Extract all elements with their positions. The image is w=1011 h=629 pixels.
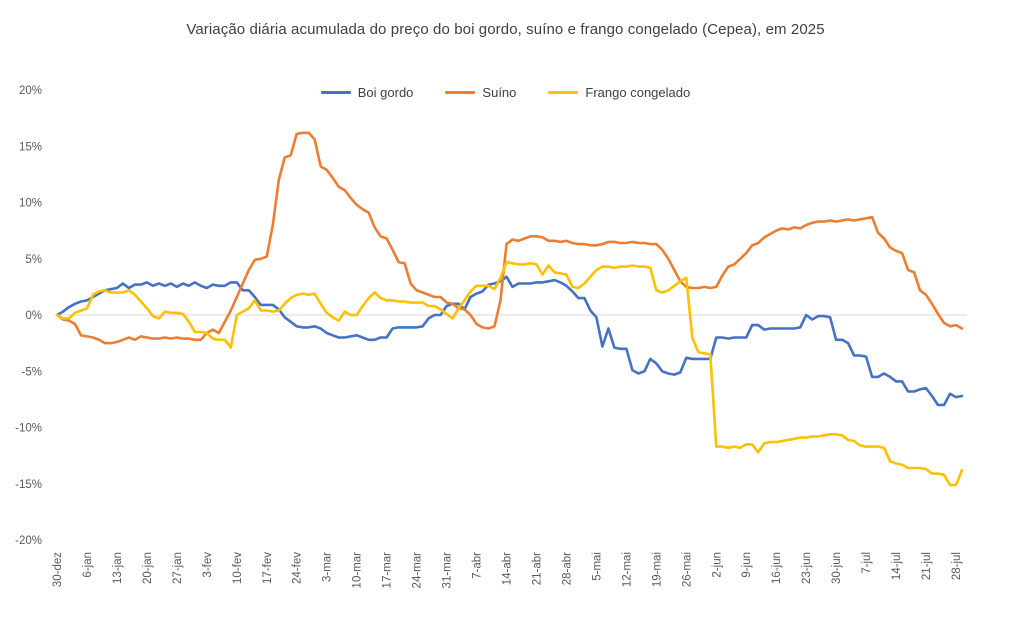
y-axis-tick-label: -20% [15,535,42,547]
x-axis-tick-label: 14-abr [502,552,514,585]
x-axis-tick-label: 28-jul [951,552,963,580]
x-axis-tick-label: 10-fev [232,552,244,584]
x-axis-tick-label: 27-jan [172,552,184,584]
x-axis-tick-label: 7-abr [472,552,484,579]
x-axis-tick-label: 3-fev [202,552,214,578]
y-axis-tick-label: -10% [15,423,42,435]
y-axis-tick-label: 5% [25,254,42,266]
x-axis-tick-label: 24-mar [412,552,424,589]
legend-item-frango-congelado: Frango congelado [548,85,690,100]
y-axis-tick-label: 10% [19,198,42,210]
x-axis-tick-label: 30-jun [831,552,843,584]
x-axis-tick-label: 21-abr [532,552,544,585]
legend-item-boi-gordo: Boi gordo [320,85,414,100]
legend-item-suino: Suíno [445,85,516,100]
x-axis-tick-label: 2-jun [711,552,723,578]
y-axis-tick-label: 20% [19,85,42,97]
x-axis-tick-label: 12-mai [621,552,633,587]
y-axis-tick-label: 0% [25,310,42,322]
y-axis-tick-label: -5% [22,366,42,378]
series-line-boi-gordo [55,275,964,407]
x-axis-tick-label: 5-mai [591,552,603,581]
x-axis-tick-label: 7-jul [861,552,873,574]
y-axis-tick-label: -15% [15,479,42,491]
x-axis-tick-label: 30-dez [52,552,64,587]
legend-line-swatch-boi-gordo [320,91,351,94]
x-axis-tick-label: 17-mar [382,552,394,589]
x-axis-tick-label: 17-fev [262,552,274,584]
x-axis-tick-label: 21-jul [921,552,933,580]
x-axis-tick-label: 9-jun [741,552,753,578]
x-axis-tick-label: 13-jan [112,552,124,584]
x-axis-tick-label: 23-jun [801,552,813,584]
chart-legend: Boi gordo Suíno Frango congelado [0,85,1011,100]
x-axis-tick-label: 3-mar [322,552,334,582]
legend-label-boi-gordo: Boi gordo [357,85,414,100]
x-axis-tick-label: 28-abr [561,552,573,585]
legend-line-swatch-suino [445,91,476,94]
x-axis-tick-label: 31-mar [442,552,454,589]
x-axis-tick-label: 24-fev [292,552,304,584]
x-axis-tick-label: 10-mar [352,552,364,589]
legend-label-suino: Suíno [482,85,517,100]
legend-line-swatch-frango-congelado [548,91,579,94]
x-axis-tick-label: 14-jul [891,552,903,580]
x-axis-tick-label: 19-mai [651,552,663,587]
x-axis-tick-label: 26-mai [681,552,693,587]
series-line-suino [55,131,964,345]
y-axis-tick-label: 15% [19,141,42,153]
x-axis-tick-label: 6-jan [82,552,94,578]
x-axis-tick-label: 20-jan [142,552,154,584]
chart-title: Variação diária acumulada do preço do bo… [186,21,825,38]
legend-label-frango-congelado: Frango congelado [585,85,691,100]
x-axis-tick-label: 16-jun [771,552,783,584]
series-line-frango-congelado [55,260,964,487]
